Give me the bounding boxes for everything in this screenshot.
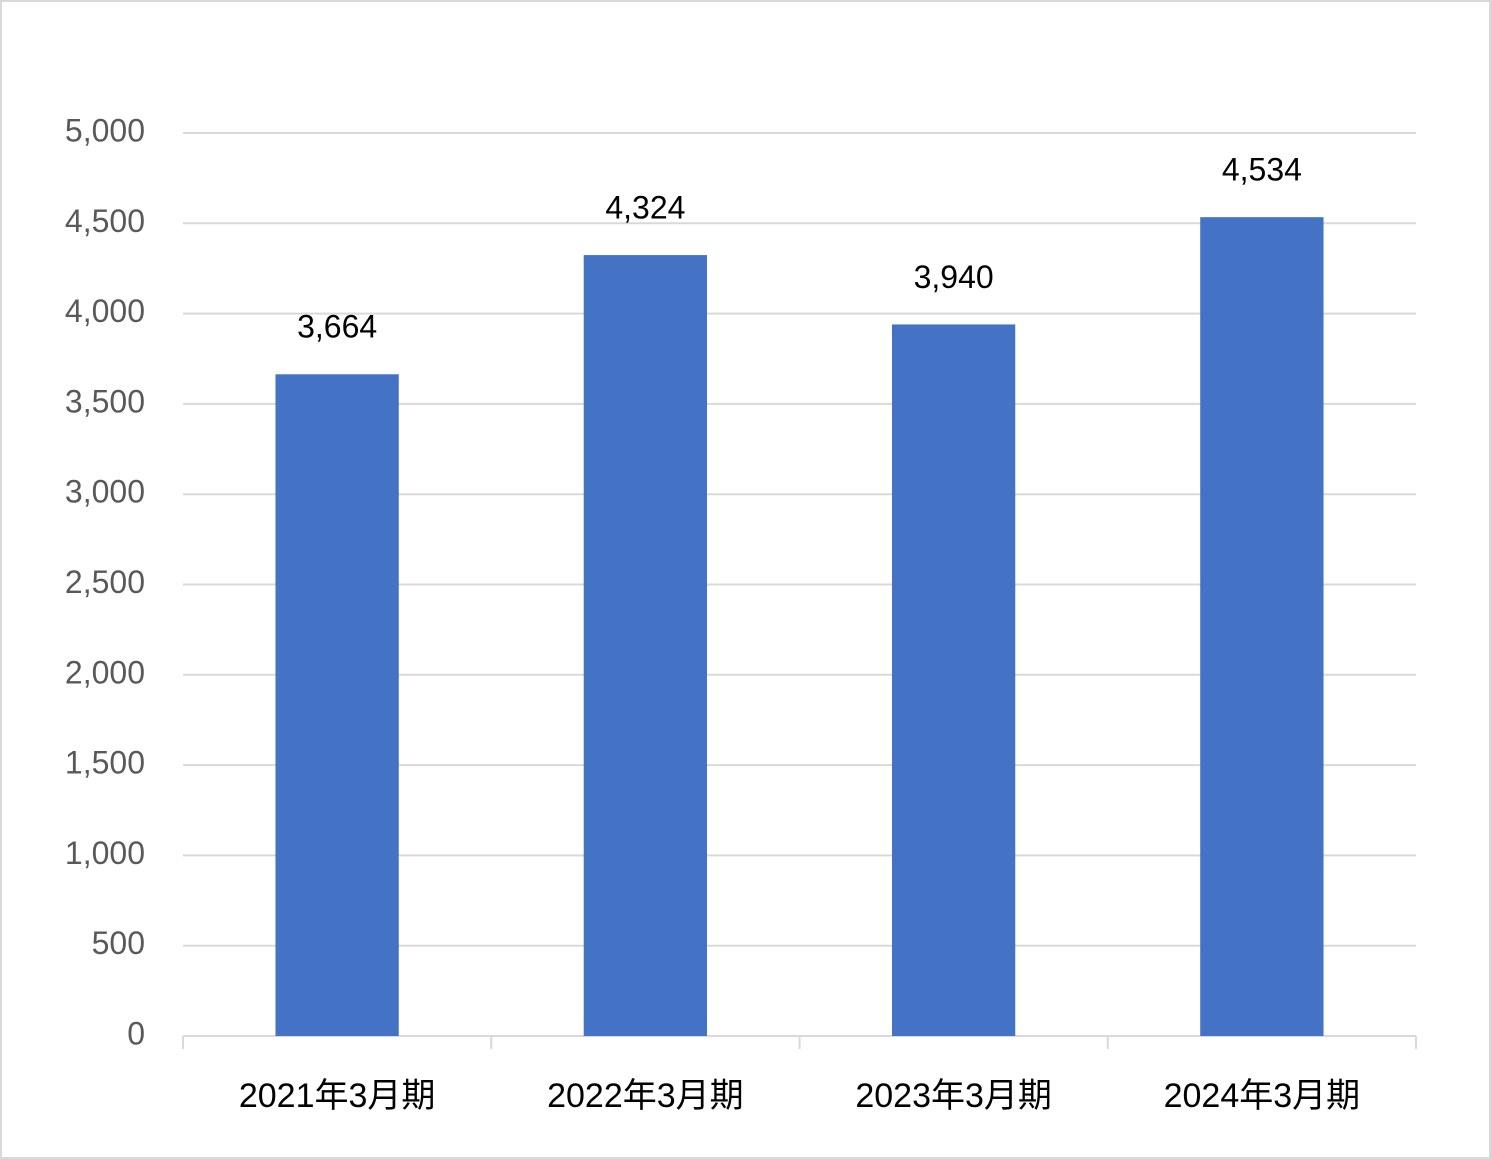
bar bbox=[891, 324, 1016, 1036]
y-tick-label: 4,000 bbox=[65, 293, 145, 329]
bar bbox=[583, 255, 708, 1037]
y-tick-label: 5,000 bbox=[65, 112, 145, 148]
y-tick-label: 2,500 bbox=[65, 564, 145, 600]
data-label: 3,940 bbox=[914, 259, 994, 295]
x-tick-label: 2022年3月期 bbox=[547, 1077, 744, 1115]
y-tick-label: 3,500 bbox=[65, 383, 145, 419]
y-tick-label: 4,500 bbox=[65, 203, 145, 239]
data-label: 3,664 bbox=[297, 309, 377, 345]
x-tick-label: 2024年3月期 bbox=[1164, 1077, 1361, 1115]
bar bbox=[1200, 217, 1324, 1036]
y-tick-label: 500 bbox=[92, 925, 145, 961]
y-tick-label: 2,000 bbox=[65, 654, 145, 690]
x-tick-label: 2023年3月期 bbox=[855, 1077, 1052, 1115]
data-label: 4,324 bbox=[605, 190, 685, 226]
x-tick-label: 2021年3月期 bbox=[239, 1077, 436, 1115]
y-tick-label: 3,000 bbox=[65, 474, 145, 510]
bar bbox=[275, 374, 399, 1036]
y-tick-label: 0 bbox=[127, 1015, 145, 1051]
y-tick-label: 1,000 bbox=[65, 835, 145, 871]
y-tick-label: 1,500 bbox=[65, 745, 145, 781]
data-label: 4,534 bbox=[1222, 152, 1302, 188]
